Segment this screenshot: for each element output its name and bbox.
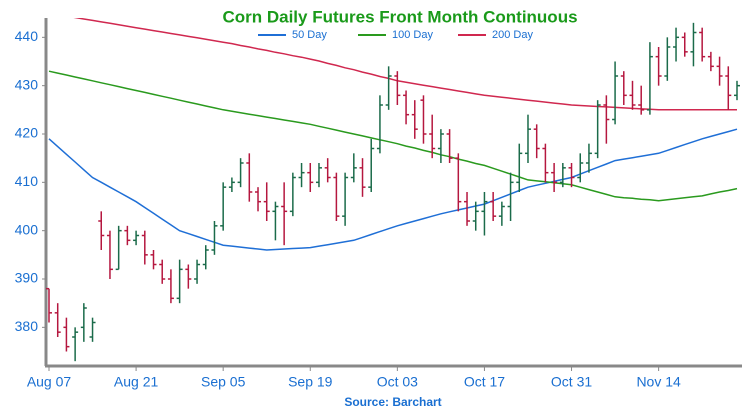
x-tick-label: Sep 05 [201,374,246,390]
plot-area [46,18,740,362]
ma-line [48,70,738,202]
y-tick-label: 390 [15,270,39,286]
x-tick-label: Nov 14 [636,374,681,390]
y-tick-label: 440 [15,28,39,44]
legend-label: 200 Day [492,29,533,41]
legend-label: 50 Day [292,29,327,41]
y-tick-label: 430 [15,76,39,92]
legend-label: 100 Day [392,29,433,41]
x-tick-label: Sep 19 [288,374,333,390]
x-tick-label: Aug 07 [27,374,72,390]
ma-line [48,128,738,251]
chart-title: Corn Daily Futures Front Month Continuou… [222,7,577,26]
x-tick-label: Oct 03 [377,374,418,390]
ma-line [73,18,737,111]
y-tick-label: 380 [15,318,39,334]
x-tick-label: Aug 21 [114,374,159,390]
x-tick-label: Oct 17 [464,374,505,390]
y-tick-label: 400 [15,221,39,237]
y-tick-label: 410 [15,173,39,189]
source: Source: Barchart [344,395,441,409]
x-tick-label: Oct 31 [551,374,592,390]
y-tick-label: 420 [15,125,39,141]
